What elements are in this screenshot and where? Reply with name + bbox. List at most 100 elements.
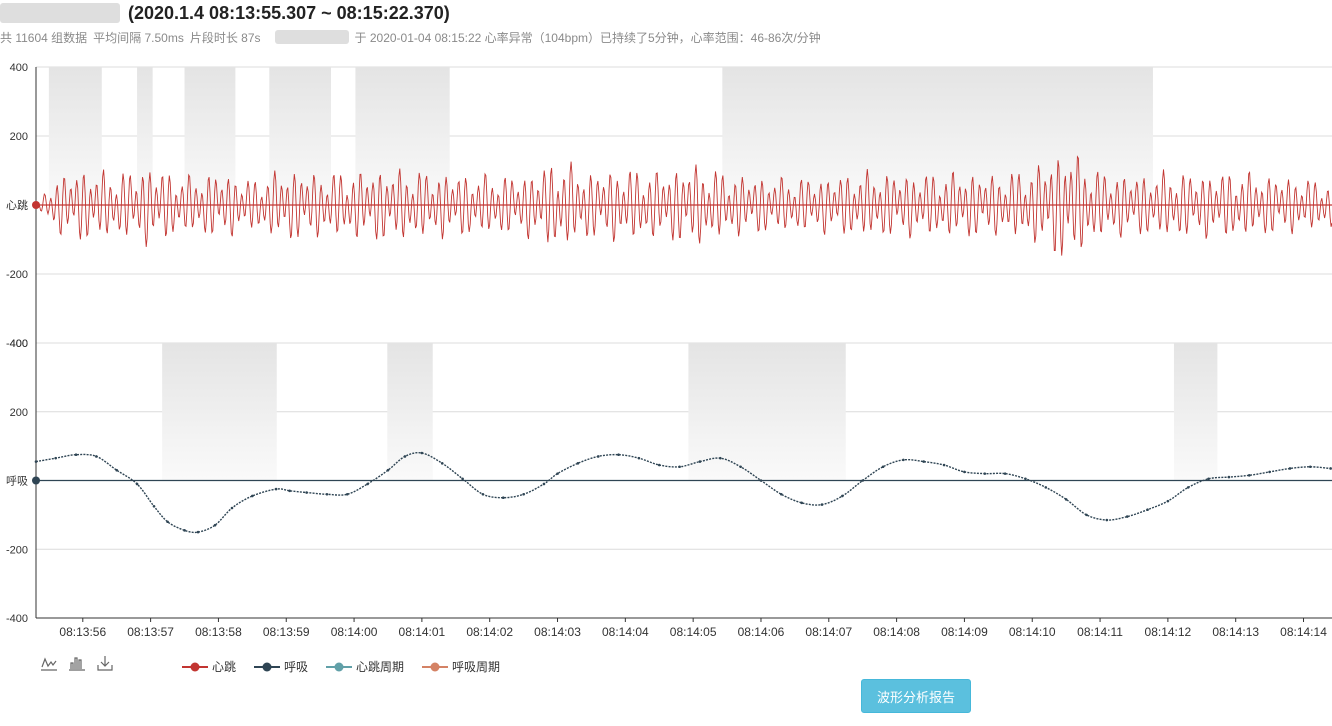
summary-row: 共 11604 组数据 平均间隔 7.50ms 片段时长 87s 于 2020-… [0,28,827,46]
breath-point [678,465,681,469]
breath-point [861,479,865,482]
breath-point [1003,472,1007,475]
breath-point [213,523,217,527]
breath-point [288,489,291,493]
breath-point [386,468,390,472]
shaded-band [162,343,277,481]
breath-point [1288,467,1292,470]
breath-point [522,492,525,496]
breath-point [596,455,600,458]
legend-item-breath[interactable]: 呼吸 [254,658,308,675]
series-layer [32,155,1332,534]
breath-point [983,472,987,475]
breath-point [739,465,742,469]
breath-point [576,462,580,465]
alert-text: 于 2020-01-04 08:15:22 心率异常（104bpm）已持续了5分… [354,30,821,45]
breath-point [420,451,424,455]
baseline-marker [32,476,40,485]
download-icon[interactable] [96,654,114,672]
x-tick-label: 08:14:04 [602,625,649,639]
y-tick-label: 400 [10,62,28,74]
label-layer: 400 200 -200 -400 心跳 400 200 -200 -400 呼吸 08:13:56… [6,62,1327,639]
legend-item-breath-cycle[interactable]: 呼吸周期 [422,658,500,675]
x-tick-label: 08:14:08 [873,625,920,639]
breath-point [230,506,234,510]
breath-point [196,530,200,534]
x-tick-label: 08:14:01 [399,625,446,639]
breath-point [1186,486,1190,489]
breath-point [617,453,620,457]
x-tick-label: 08:14:06 [738,625,785,639]
bar-chart-icon[interactable] [68,654,86,672]
legend-label: 呼吸周期 [452,660,501,674]
breath-point [481,492,485,496]
breath-point [1024,477,1027,481]
x-tick-label: 08:14:12 [1145,625,1192,639]
legend-item-heartbeat[interactable]: 心跳 [182,658,236,675]
shaded-band [688,343,846,481]
legend-label: 心跳周期 [356,660,405,674]
breath-point [152,504,156,508]
legend-item-heart-cycle[interactable]: 心跳周期 [326,658,404,675]
summary-count: 共 11604 组数据 [0,30,88,45]
breath-point [1105,518,1109,522]
redacted-device [274,30,349,44]
breath-point [115,468,119,472]
baseline-label: 心跳 [6,198,28,212]
breath-point [1064,498,1068,501]
breath-point [718,456,722,460]
breath-point [1044,486,1048,489]
breath-point [1308,465,1312,469]
x-tick-label: 08:14:13 [1212,625,1259,639]
breath-point [841,494,844,498]
shaded-band [137,67,153,205]
shaded-band [269,67,332,205]
breath-point [942,463,946,467]
baseline-label: 呼吸 [6,475,28,488]
breath-point [820,503,824,506]
y-tick-label: 400 [10,338,28,350]
heartbeat-line [35,155,1332,256]
breath-point [74,453,78,457]
breath-point [1166,499,1170,503]
breath-point [95,455,98,458]
breath-point [922,460,926,463]
y-tick-label: -200 [6,544,28,556]
x-tick-label: 08:14:05 [670,625,717,639]
y-tick-label: -400 [6,613,28,625]
page-title: (2020.1.4 08:13:55.307 ~ 08:15:22.370) [128,2,450,23]
breath-point [542,482,546,486]
x-tick-label: 08:13:59 [263,625,310,639]
legend-label: 心跳 [212,660,237,674]
breath-point [1247,474,1251,477]
redacted-name [0,3,120,23]
breath-point [54,456,57,460]
y-tick-label: -400 [6,338,28,350]
legend: 心跳 呼吸 心跳周期 呼吸周期 [182,658,500,675]
breath-point [698,460,702,463]
waveform-report-button[interactable]: 波形分析报告 [861,679,971,713]
shaded-band [722,67,1153,205]
title-row: (2020.1.4 08:13:55.307 ~ 08:15:22.370) [0,0,450,26]
x-tick-label: 08:14:10 [1009,625,1056,639]
breath-point [759,479,763,482]
toolbox [40,654,114,672]
y-tick-label: -200 [6,269,28,281]
breath-point [34,460,38,463]
breath-point [403,455,407,458]
breath-point [135,482,139,486]
line-chart-icon[interactable] [40,654,58,672]
waveform-chart[interactable]: 400 200 -200 -400 心跳 400 200 -200 -400 呼吸 08:13:56… [0,0,1332,650]
x-tick-label: 08:14:02 [466,625,513,639]
x-tick-label: 08:14:11 [1077,625,1123,639]
y-tick-label: 200 [10,131,28,143]
breath-point [800,501,803,505]
legend-label: 呼吸 [284,660,309,674]
breath-point [183,529,186,532]
x-tick-label: 08:14:00 [331,625,378,639]
x-tick-label: 08:13:56 [59,625,106,639]
breath-point [461,477,464,481]
summary-interval: 平均间隔 7.50ms [93,30,184,45]
breath-point [345,492,349,496]
x-tick-label: 08:14:14 [1280,625,1327,639]
